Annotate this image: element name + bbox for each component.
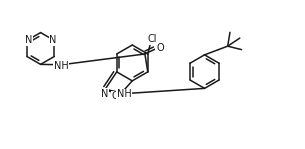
Text: O: O	[156, 43, 164, 53]
Text: O: O	[112, 91, 119, 101]
Text: Cl: Cl	[147, 34, 157, 44]
Text: NH: NH	[117, 89, 131, 99]
Text: N: N	[49, 35, 57, 45]
Text: N: N	[101, 89, 109, 99]
Text: N: N	[25, 35, 32, 45]
Text: NH: NH	[54, 61, 69, 71]
